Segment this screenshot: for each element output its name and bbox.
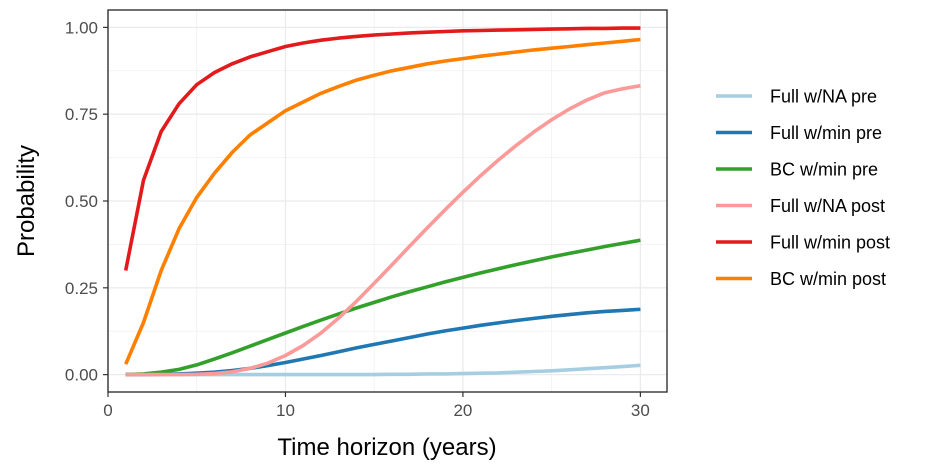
series-line-3 — [125, 83, 641, 377]
y-axis-title: Probability — [13, 145, 40, 257]
legend-item: Full w/NA post — [716, 196, 885, 216]
x-tick-label: 20 — [453, 401, 472, 420]
legend-label: Full w/NA post — [770, 196, 885, 216]
y-tick-label: 0.25 — [65, 279, 98, 298]
plot-panel — [107, 9, 668, 393]
series-line-5 — [124, 37, 641, 365]
legend-label: Full w/min pre — [770, 123, 882, 143]
series-lines — [123, 26, 641, 377]
legend-item: BC w/min pre — [716, 160, 878, 180]
legend-item: Full w/min pre — [716, 123, 882, 143]
legend-item: Full w/NA pre — [716, 87, 877, 107]
y-tick-label: 0.75 — [65, 105, 98, 124]
series-line-4 — [123, 26, 641, 271]
x-tick-label: 0 — [103, 401, 112, 420]
y-tick-label: 1.00 — [65, 18, 98, 37]
legend-label: BC w/min post — [770, 269, 886, 289]
legend-item: BC w/min post — [716, 269, 886, 289]
legend-label: Full w/NA pre — [770, 87, 877, 107]
x-axis-title: Time horizon (years) — [277, 434, 496, 461]
tick-labels: 0 10 20 30 0.00 0.25 0.50 0.75 1.00 — [65, 18, 650, 420]
legend-label: Full w/min post — [770, 233, 890, 253]
series-line-2 — [125, 238, 641, 377]
y-tick-label: 0.00 — [65, 366, 98, 385]
x-tick-label: 30 — [631, 401, 650, 420]
axis-ticks — [103, 26, 641, 397]
legend: Full w/NA pre Full w/min pre BC w/min pre F… — [716, 87, 890, 289]
legend-label: BC w/min pre — [770, 160, 878, 180]
legend-item: Full w/min post — [716, 233, 890, 253]
y-tick-label: 0.50 — [65, 192, 98, 211]
x-tick-label: 10 — [276, 401, 295, 420]
